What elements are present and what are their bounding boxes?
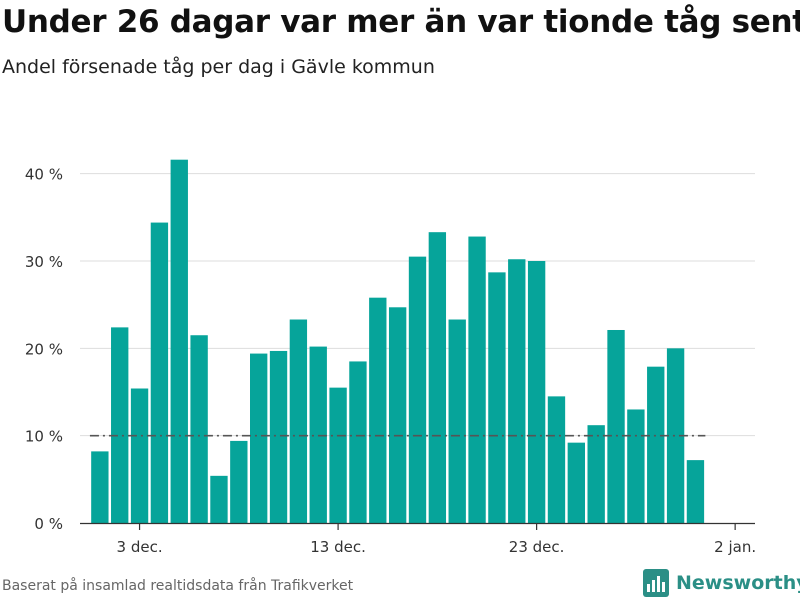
y-tick-label: 30 % bbox=[25, 253, 63, 271]
x-tick-label: 3 dec. bbox=[117, 538, 163, 556]
bar bbox=[230, 440, 248, 523]
bar bbox=[448, 319, 466, 523]
bar bbox=[488, 272, 506, 523]
bar bbox=[269, 350, 288, 523]
bar bbox=[111, 327, 129, 523]
bar bbox=[508, 259, 526, 523]
bar bbox=[388, 307, 407, 523]
bar bbox=[210, 475, 228, 523]
bar bbox=[190, 335, 208, 523]
bar bbox=[250, 353, 268, 523]
bar bbox=[527, 261, 546, 523]
bar bbox=[150, 222, 169, 523]
bar bbox=[170, 159, 188, 523]
y-tick-label: 40 % bbox=[25, 166, 63, 184]
brand-name: Newsworthy bbox=[676, 572, 800, 594]
bar bbox=[587, 425, 605, 523]
bar bbox=[547, 396, 566, 523]
bar bbox=[607, 329, 625, 523]
bar bbox=[627, 409, 645, 523]
source-note: Baserat på insamlad realtidsdata från Tr… bbox=[2, 578, 354, 594]
bar bbox=[647, 366, 665, 523]
newsworthy-logo-icon bbox=[643, 569, 669, 597]
bar bbox=[686, 460, 705, 523]
bar bbox=[428, 232, 447, 523]
bar bbox=[130, 388, 149, 523]
bar bbox=[349, 361, 367, 523]
bar bbox=[309, 346, 327, 523]
bar bbox=[289, 319, 308, 523]
brand-logo: Newsworthy bbox=[643, 569, 800, 597]
bar bbox=[666, 348, 685, 523]
y-tick-label: 0 % bbox=[34, 515, 63, 533]
y-tick-label: 10 % bbox=[25, 428, 63, 446]
bar bbox=[369, 297, 387, 523]
bar bbox=[468, 236, 486, 523]
y-tick-label: 20 % bbox=[25, 340, 63, 358]
bar bbox=[408, 256, 427, 523]
chart-subtitle: Andel försenade tåg per dag i Gävle komm… bbox=[2, 56, 435, 78]
x-tick-label: 2 jan. bbox=[714, 538, 756, 556]
x-tick-label: 23 dec. bbox=[509, 538, 565, 556]
x-tick-label: 13 dec. bbox=[310, 538, 366, 556]
bar bbox=[567, 442, 585, 523]
bar bbox=[329, 387, 347, 523]
bar bbox=[91, 451, 109, 523]
chart-title: Under 26 dagar var mer än var tionde tåg… bbox=[2, 4, 800, 40]
